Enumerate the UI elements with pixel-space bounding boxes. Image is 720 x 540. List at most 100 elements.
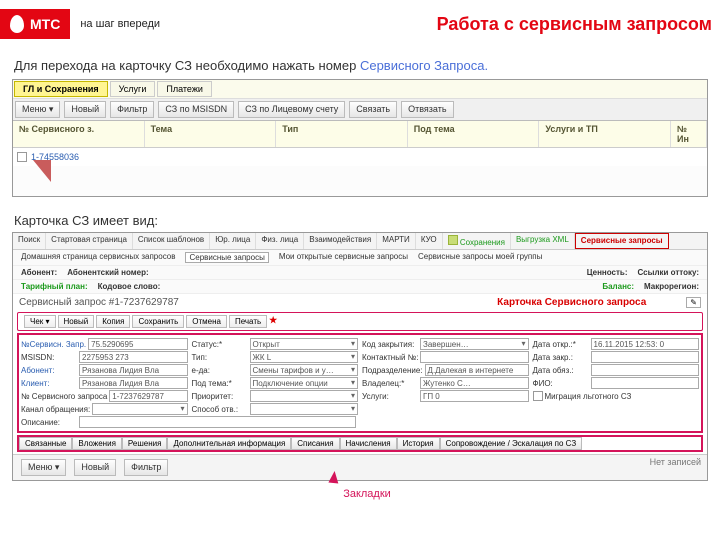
card-number: Сервисный запрос #1-7237629787	[19, 297, 179, 308]
f-dept[interactable]: Д.Далекая в интернете	[425, 364, 529, 376]
row-checkbox[interactable]	[17, 152, 27, 162]
f-dopen-lbl: Дата откр.:*	[533, 340, 589, 349]
f-migrate-cb[interactable]	[533, 391, 543, 401]
f-srnum[interactable]: 1-7237629787	[109, 390, 187, 402]
f-dept-lbl: Подразделение:	[362, 366, 423, 375]
h-copy[interactable]: Копия	[96, 315, 130, 328]
bt-writeoff[interactable]: Списания	[291, 437, 339, 450]
f-subth-lbl: Под тема:*	[192, 379, 248, 388]
new-button[interactable]: Новый	[64, 101, 106, 118]
f-msisdn[interactable]: 2275953 273	[79, 351, 188, 363]
link-button[interactable]: Связать	[349, 101, 397, 118]
f-prio[interactable]	[250, 390, 359, 402]
col-num: № Сервисного з.	[13, 121, 145, 147]
nav-phys[interactable]: Физ. лица	[256, 233, 304, 249]
bt-attach[interactable]: Вложения	[72, 437, 121, 450]
nav-search[interactable]: Поиск	[13, 233, 46, 249]
f-status-lbl: Статус:*	[192, 340, 248, 349]
f-chan-lbl: Канал обращения:	[21, 405, 90, 414]
f-client[interactable]: Рязанова Лидия Вла	[79, 377, 188, 389]
h-save[interactable]: Сохранить	[132, 315, 184, 328]
brand-logo: МТС	[0, 9, 70, 39]
nav-xml[interactable]: Выгрузка XML	[511, 233, 575, 249]
lbl-tp[interactable]: Тарифный план:	[21, 282, 88, 291]
msisdn-button[interactable]: СЗ по MSISDN	[158, 101, 234, 118]
nav-requests[interactable]: Сервисные запросы	[575, 233, 669, 249]
filter-button[interactable]: Фильтр	[110, 101, 154, 118]
f-contact[interactable]	[420, 351, 528, 363]
arrow-up-icon	[329, 471, 340, 484]
nav-kuo[interactable]: КУО	[416, 233, 443, 249]
nav-marti[interactable]: МАРТИ	[377, 233, 416, 249]
col-subtheme: Под тема	[408, 121, 540, 147]
nav-templates[interactable]: Список шаблонов	[133, 233, 210, 249]
nav-interactions[interactable]: Взаимодействия	[304, 233, 377, 249]
bottom-tabs: Связанные Вложения Решения Дополнительна…	[17, 435, 703, 452]
tab-payments[interactable]: Платежи	[157, 81, 212, 97]
menu-button[interactable]: Меню ▾	[15, 101, 60, 118]
bt-escalate[interactable]: Сопровождение / Эскалация по СЗ	[440, 437, 583, 450]
bt-solutions[interactable]: Решения	[122, 437, 168, 450]
nav-saves[interactable]: Сохранения	[443, 233, 511, 249]
f-desc[interactable]	[79, 416, 356, 428]
pointer-arrow-icon	[33, 160, 51, 182]
f-chan[interactable]	[92, 403, 187, 415]
f-owner[interactable]: Жутенко С…	[420, 377, 529, 389]
f-eda[interactable]: Смены тарифов и у…	[250, 364, 359, 376]
f-dclose[interactable]	[591, 351, 700, 363]
form-grid: №Сервисн. Запр.75.5290695 Статус:*Открыт…	[17, 333, 703, 433]
edit-icon[interactable]: ✎	[686, 297, 701, 308]
bt-history[interactable]: История	[397, 437, 440, 450]
f-type-lbl: Тип:	[192, 353, 248, 362]
nav-legal[interactable]: Юр. лица	[210, 233, 256, 249]
f-client-lbl[interactable]: Клиент:	[21, 379, 77, 388]
h-check[interactable]: Чек ▾	[24, 315, 56, 328]
f-svc[interactable]: ГП 0	[420, 390, 529, 402]
f-msisdn-lbl: MSISDN:	[21, 353, 77, 362]
f-abon[interactable]: Рязанова Лидия Вла	[79, 364, 188, 376]
bt-accr[interactable]: Начисления	[340, 437, 397, 450]
unlink-button[interactable]: Отвязать	[401, 101, 453, 118]
bb-new[interactable]: Новый	[74, 459, 116, 476]
h-cancel[interactable]: Отмена	[186, 315, 227, 328]
f-num-lbl[interactable]: №Сервисн. Запр.	[21, 340, 86, 349]
f-status[interactable]: Открыт	[250, 338, 359, 350]
f-fio[interactable]	[591, 377, 700, 389]
account-button[interactable]: СЗ по Лицевому счету	[238, 101, 345, 118]
h-print[interactable]: Печать	[229, 315, 267, 328]
f-subth[interactable]: Подключение опции	[250, 377, 359, 389]
h-new[interactable]: Новый	[58, 315, 95, 328]
brand-tagline: на шаг впереди	[80, 18, 160, 30]
subnav-grp[interactable]: Сервисные запросы моей группы	[418, 252, 542, 263]
bb-filter[interactable]: Фильтр	[124, 459, 168, 476]
f-num[interactable]: 75.5290695	[88, 338, 187, 350]
nav-home[interactable]: Стартовая страница	[46, 233, 133, 249]
f-migrate-lbl: Миграция льготного СЗ	[545, 392, 632, 401]
f-close[interactable]: Завершен…	[420, 338, 529, 350]
panel-list: ГЛ и Сохранения Услуги Платежи Меню ▾ Но…	[12, 79, 708, 197]
subnav-home[interactable]: Домашняя страница сервисных запросов	[21, 252, 175, 263]
col-type: Тип	[276, 121, 408, 147]
card-title-red: Карточка Сервисного запроса	[497, 297, 646, 308]
tab-saved[interactable]: ГЛ и Сохранения	[14, 81, 108, 97]
lbl-ref: Ссылки оттоку:	[638, 268, 700, 277]
f-resp[interactable]	[250, 403, 359, 415]
f-resp-lbl: Способ отв.:	[192, 405, 248, 414]
lbl-bal[interactable]: Баланс:	[602, 282, 634, 291]
subnav-my[interactable]: Мои открытые сервисные запросы	[279, 252, 408, 263]
f-type[interactable]: ЖК L	[250, 351, 359, 363]
f-owner-lbl: Владелец:*	[362, 379, 418, 388]
f-close-lbl: Код закрытия:	[362, 340, 418, 349]
bt-extra[interactable]: Дополнительная информация	[167, 437, 291, 450]
tab-services[interactable]: Услуги	[110, 81, 156, 97]
f-contact-lbl: Контактный №:	[362, 353, 418, 362]
bb-menu[interactable]: Меню ▾	[21, 459, 66, 476]
f-ddue[interactable]	[591, 364, 700, 376]
panel-card: Поиск Стартовая страница Список шаблонов…	[12, 232, 708, 481]
lbl-abon: Абонент:	[21, 268, 57, 277]
subnav-active[interactable]: Сервисные запросы	[185, 252, 268, 263]
bt-linked[interactable]: Связанные	[19, 437, 72, 450]
f-abon-lbl[interactable]: Абонент:	[21, 366, 77, 375]
f-dopen[interactable]: 16.11.2015 12:53: 0	[591, 338, 700, 350]
f-dclose-lbl: Дата закр.:	[533, 353, 589, 362]
